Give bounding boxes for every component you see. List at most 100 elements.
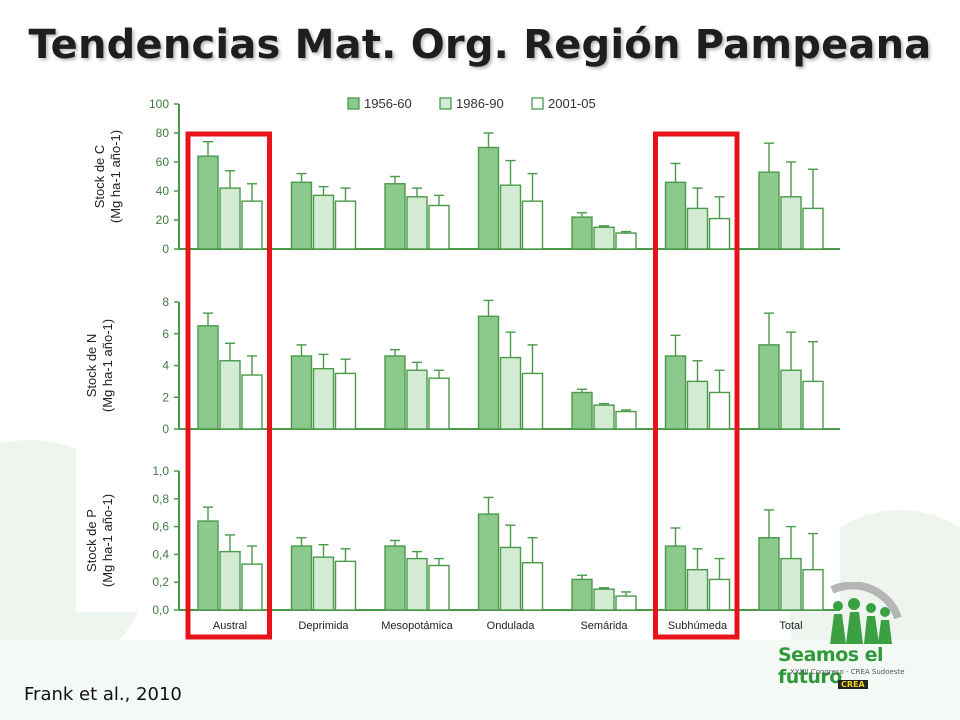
bar	[802, 207, 824, 250]
bar	[664, 355, 687, 430]
y-tick-label: 2	[162, 390, 169, 404]
bar	[241, 563, 263, 611]
highlight-box	[653, 131, 740, 640]
x-category-label: Semárida	[580, 620, 628, 632]
bar	[571, 216, 593, 250]
bar	[758, 171, 780, 250]
bar	[406, 557, 428, 611]
bar	[571, 578, 593, 611]
y-tick-label: 80	[156, 126, 170, 140]
bar	[521, 372, 544, 430]
legend-swatch	[439, 97, 452, 110]
bar	[406, 369, 428, 430]
bar	[197, 520, 219, 611]
bar	[219, 550, 241, 611]
y-tick-label: 100	[149, 97, 169, 111]
y-tick-label: 0	[162, 242, 169, 256]
bar	[593, 404, 615, 430]
bar	[780, 369, 802, 430]
logo-subtitle: XXXII Congreso - CREA Sudoeste	[790, 668, 905, 676]
x-category-label: Austral	[213, 620, 247, 632]
logo-badge: CREA	[838, 680, 868, 689]
legend-label: 2001-05	[548, 96, 596, 111]
highlight-box	[185, 131, 272, 640]
bar	[312, 194, 335, 250]
bar	[290, 355, 313, 430]
slide-title: Tendencias Mat. Org. Región Pampeana	[28, 22, 932, 68]
bar	[334, 372, 357, 430]
y-tick-label: 0,8	[152, 492, 169, 506]
people-icon	[830, 581, 902, 644]
x-category-label: Ondulada	[487, 620, 536, 632]
bar	[593, 588, 615, 611]
bar	[499, 356, 522, 430]
bar	[615, 232, 637, 250]
y-tick-label: 60	[156, 155, 170, 169]
y-tick-label: 0,6	[152, 520, 169, 534]
citation: Frank et al., 2010	[24, 684, 182, 705]
bar	[334, 200, 357, 250]
bar	[477, 146, 500, 250]
y-tick-label: 1,0	[152, 464, 169, 478]
bar	[241, 200, 263, 250]
y-tick-label: 20	[156, 213, 170, 227]
legend-label: 1986-90	[456, 96, 504, 111]
bar	[664, 545, 687, 611]
y-tick-label: 6	[162, 327, 169, 341]
bar	[384, 183, 406, 250]
bar	[477, 513, 500, 611]
bar	[406, 196, 428, 250]
bar	[384, 545, 406, 611]
bar	[521, 562, 544, 611]
bar	[686, 380, 709, 430]
bar	[241, 374, 263, 430]
bar	[312, 556, 335, 611]
bar	[428, 377, 450, 430]
y-axis-label: Stock de C(Mg ha-1 año-1)	[92, 130, 123, 223]
congress-logo: Seamos el futuro XXXII Congreso - CREA S…	[770, 581, 950, 694]
legend-label: 1956-60	[364, 96, 412, 111]
y-tick-label: 0,0	[152, 603, 169, 617]
bar	[428, 564, 450, 611]
legend-swatch	[531, 97, 544, 110]
y-tick-label: 40	[156, 184, 170, 198]
bar	[615, 410, 637, 430]
bar	[290, 545, 313, 611]
bar	[499, 184, 522, 250]
y-axis-label: Stock de P(Mg ha-1 año-1)	[84, 494, 115, 587]
y-tick-label: 8	[162, 295, 169, 309]
bar	[780, 196, 802, 250]
bar	[499, 546, 522, 611]
bar	[708, 578, 731, 611]
bar	[312, 367, 335, 430]
y-tick-label: 0,4	[152, 547, 169, 561]
y-tick-label: 4	[162, 359, 169, 373]
bar	[219, 360, 241, 430]
bar	[708, 391, 731, 430]
bar	[197, 325, 219, 430]
x-category-label: Deprimida	[298, 620, 349, 632]
bar	[428, 204, 450, 250]
bar	[664, 181, 687, 250]
bar	[593, 226, 615, 250]
legend-swatch	[347, 97, 360, 110]
y-tick-label: 0,2	[152, 575, 169, 589]
bar	[615, 595, 637, 611]
y-axis-label: Stock de N(Mg ha-1 año-1)	[84, 319, 115, 412]
bar	[334, 560, 357, 611]
bar	[686, 207, 709, 250]
logo-title: Seamos el futuro	[778, 644, 884, 688]
bar	[571, 391, 593, 430]
bar	[708, 217, 731, 250]
bar	[802, 380, 824, 430]
bar	[686, 568, 709, 611]
x-category-label: Mesopotámica	[381, 620, 453, 632]
bar	[290, 181, 313, 250]
bar	[219, 187, 241, 250]
bar	[521, 200, 544, 250]
bar	[477, 315, 500, 430]
x-category-label: Total	[779, 620, 802, 632]
chart-paper	[76, 92, 840, 612]
x-category-label: Subhúmeda	[668, 620, 728, 632]
